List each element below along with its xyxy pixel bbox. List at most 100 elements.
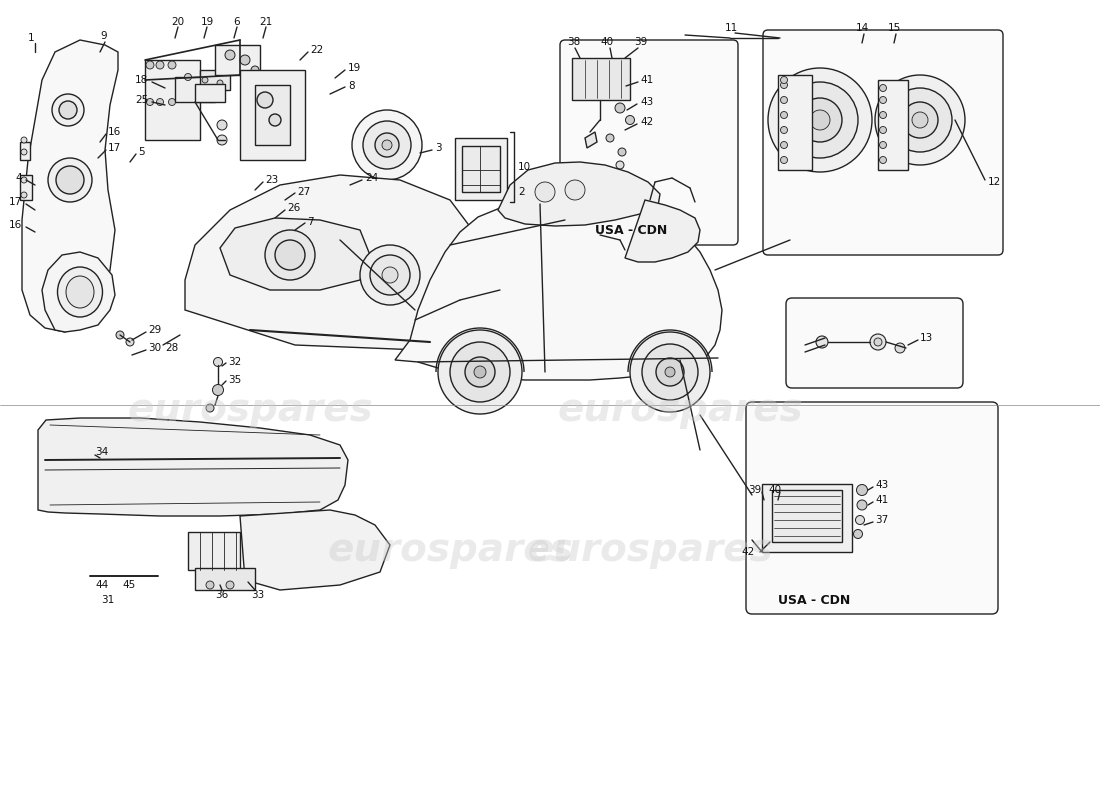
Circle shape [630, 332, 710, 412]
FancyBboxPatch shape [763, 30, 1003, 255]
Text: 43: 43 [874, 480, 889, 490]
Text: 31: 31 [101, 595, 114, 605]
Text: 19: 19 [348, 63, 361, 73]
Circle shape [126, 338, 134, 346]
Text: 45: 45 [122, 580, 135, 590]
Text: 13: 13 [920, 333, 933, 343]
Text: 14: 14 [856, 23, 869, 33]
Bar [214, 45, 260, 75]
Circle shape [48, 158, 92, 202]
Text: 23: 23 [265, 175, 278, 185]
Circle shape [874, 338, 882, 346]
Circle shape [816, 336, 828, 348]
Circle shape [781, 157, 788, 163]
Text: 22: 22 [310, 45, 323, 55]
Circle shape [217, 120, 227, 130]
Text: 11: 11 [725, 23, 738, 33]
Text: 25: 25 [134, 95, 148, 105]
Bar [572, 58, 630, 100]
Circle shape [217, 135, 227, 145]
Circle shape [450, 342, 510, 402]
Bar [200, 70, 230, 90]
Circle shape [874, 75, 965, 165]
Circle shape [52, 94, 84, 126]
Text: 40: 40 [769, 485, 782, 495]
Circle shape [535, 182, 556, 202]
Circle shape [615, 103, 625, 113]
Circle shape [857, 485, 868, 495]
Circle shape [781, 97, 788, 103]
Text: 42: 42 [741, 547, 755, 557]
Polygon shape [585, 132, 597, 148]
Circle shape [782, 82, 858, 158]
Text: 20: 20 [172, 17, 185, 27]
Text: 5: 5 [138, 147, 144, 157]
Text: 17: 17 [9, 197, 22, 207]
Bar [878, 80, 908, 170]
Circle shape [21, 192, 28, 198]
Circle shape [880, 142, 887, 149]
Circle shape [206, 404, 214, 412]
Bar [778, 75, 812, 170]
Circle shape [880, 111, 887, 118]
Circle shape [206, 581, 214, 589]
Circle shape [474, 366, 486, 378]
Text: 4: 4 [15, 173, 22, 183]
Text: 32: 32 [228, 357, 241, 367]
Bar [188, 532, 240, 570]
Text: eurospares: eurospares [557, 391, 803, 429]
Circle shape [798, 98, 842, 142]
Text: 8: 8 [348, 81, 354, 91]
Polygon shape [240, 510, 390, 590]
Circle shape [666, 367, 675, 377]
Text: 37: 37 [874, 515, 889, 525]
Circle shape [156, 61, 164, 69]
Circle shape [626, 115, 635, 125]
Polygon shape [42, 252, 116, 332]
Circle shape [146, 98, 154, 106]
Text: 35: 35 [228, 375, 241, 385]
Text: 42: 42 [640, 117, 653, 127]
Bar [20, 175, 32, 200]
Circle shape [168, 98, 176, 106]
Text: 26: 26 [287, 203, 300, 213]
Text: eurospares: eurospares [327, 531, 573, 569]
Bar [455, 138, 507, 200]
Circle shape [116, 331, 124, 339]
Text: 21: 21 [260, 17, 273, 27]
Text: 24: 24 [365, 173, 378, 183]
FancyBboxPatch shape [786, 298, 962, 388]
Circle shape [202, 77, 208, 83]
Circle shape [21, 149, 28, 155]
Bar [20, 142, 30, 160]
Text: 15: 15 [888, 23, 901, 33]
Circle shape [146, 61, 154, 69]
Bar [240, 70, 305, 160]
Ellipse shape [66, 276, 94, 308]
Circle shape [156, 98, 164, 106]
Circle shape [213, 358, 222, 366]
Circle shape [781, 77, 788, 83]
Text: 17: 17 [108, 143, 121, 153]
Circle shape [465, 357, 495, 387]
Circle shape [895, 343, 905, 353]
Polygon shape [220, 218, 370, 290]
Text: 12: 12 [988, 177, 1001, 187]
Text: 29: 29 [148, 325, 162, 335]
Circle shape [781, 82, 788, 89]
Bar [195, 568, 255, 590]
Bar [175, 77, 214, 102]
Text: 6: 6 [233, 17, 240, 27]
Circle shape [642, 344, 698, 400]
Circle shape [902, 102, 938, 138]
Circle shape [382, 140, 392, 150]
Circle shape [618, 148, 626, 156]
Text: 36: 36 [216, 590, 229, 600]
Circle shape [880, 157, 887, 163]
Text: 43: 43 [640, 97, 653, 107]
FancyBboxPatch shape [746, 402, 998, 614]
Bar [195, 84, 226, 102]
Circle shape [854, 530, 862, 538]
Circle shape [59, 101, 77, 119]
Polygon shape [498, 162, 660, 226]
